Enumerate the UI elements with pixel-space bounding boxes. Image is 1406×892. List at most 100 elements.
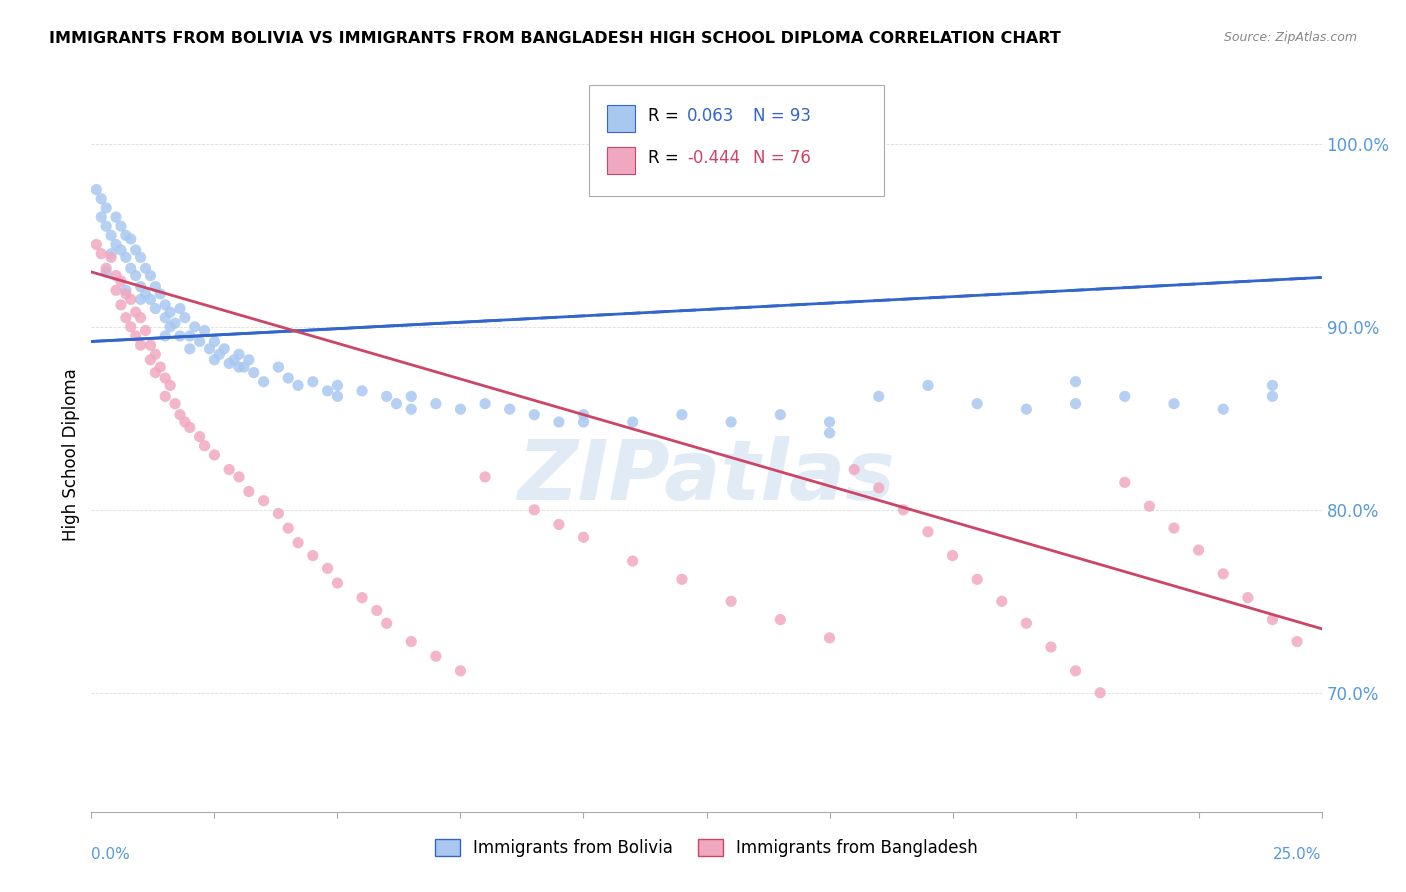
Point	[966, 572, 988, 586]
Point	[366, 603, 388, 617]
Text: 0.063: 0.063	[688, 107, 734, 125]
Point	[129, 310, 152, 325]
Text: 0.0%: 0.0%	[91, 847, 131, 863]
Point	[100, 228, 122, 243]
Point	[114, 286, 138, 301]
Point	[114, 283, 138, 297]
Text: -0.444: -0.444	[688, 149, 741, 167]
Point	[1261, 389, 1284, 403]
Point	[474, 397, 496, 411]
Point	[425, 397, 447, 411]
Point	[1015, 402, 1038, 417]
Point	[145, 301, 166, 316]
Point	[326, 378, 349, 392]
Point	[145, 347, 166, 361]
Point	[621, 415, 644, 429]
Point	[671, 408, 693, 422]
Point	[129, 279, 152, 293]
Point	[96, 201, 117, 215]
Point	[153, 298, 177, 312]
Point	[90, 210, 112, 224]
Point	[135, 261, 156, 276]
Point	[169, 329, 191, 343]
Point	[188, 429, 211, 443]
Point	[769, 613, 792, 627]
Point	[474, 470, 496, 484]
Point	[818, 425, 841, 440]
Point	[124, 243, 146, 257]
Point	[720, 415, 742, 429]
Point	[1212, 402, 1234, 417]
Point	[868, 481, 890, 495]
Text: N = 76: N = 76	[754, 149, 811, 167]
Point	[145, 279, 166, 293]
Point	[523, 408, 546, 422]
Point	[449, 664, 471, 678]
Point	[135, 286, 156, 301]
Point	[96, 261, 117, 276]
Point	[105, 237, 127, 252]
Point	[1064, 375, 1087, 389]
Point	[163, 397, 186, 411]
Point	[86, 183, 108, 197]
Point	[242, 366, 264, 380]
Point	[352, 591, 374, 605]
Point	[120, 232, 142, 246]
Point	[174, 310, 197, 325]
Point	[287, 535, 309, 549]
Point	[120, 319, 142, 334]
Point	[375, 616, 398, 631]
Point	[449, 402, 471, 417]
Point	[120, 293, 142, 307]
Point	[159, 319, 181, 334]
Point	[212, 342, 235, 356]
Point	[818, 631, 841, 645]
Point	[917, 524, 939, 539]
Point	[149, 286, 172, 301]
Point	[139, 338, 162, 352]
Text: Source: ZipAtlas.com: Source: ZipAtlas.com	[1223, 31, 1357, 45]
Point	[139, 352, 162, 367]
Point	[267, 507, 290, 521]
Point	[842, 462, 865, 476]
Point	[90, 246, 112, 260]
Point	[1261, 613, 1284, 627]
Point	[277, 371, 299, 385]
Point	[218, 462, 240, 476]
Point	[1237, 591, 1260, 605]
Point	[114, 310, 138, 325]
Point	[174, 415, 197, 429]
Point	[1088, 686, 1111, 700]
Point	[110, 243, 132, 257]
Point	[105, 283, 127, 297]
Point	[720, 594, 742, 608]
Point	[399, 402, 422, 417]
Point	[202, 352, 225, 367]
Point	[917, 378, 939, 392]
Point	[124, 329, 146, 343]
Point	[208, 347, 231, 361]
Point	[218, 356, 240, 370]
Point	[202, 334, 225, 349]
Point	[941, 549, 963, 563]
Point	[399, 389, 422, 403]
Point	[110, 298, 132, 312]
Point	[105, 268, 127, 283]
Point	[202, 448, 225, 462]
Point	[1064, 664, 1087, 678]
Y-axis label: High School Diploma: High School Diploma	[62, 368, 80, 541]
Point	[1114, 475, 1136, 490]
Point	[228, 347, 250, 361]
Point	[149, 360, 172, 375]
Point	[547, 517, 569, 532]
Point	[671, 572, 693, 586]
Point	[316, 561, 339, 575]
Point	[1212, 566, 1234, 581]
Point	[179, 342, 201, 356]
Point	[90, 192, 112, 206]
Point	[572, 415, 595, 429]
Point	[193, 324, 217, 338]
Text: R =: R =	[648, 107, 683, 125]
Point	[267, 360, 290, 375]
Point	[129, 338, 152, 352]
